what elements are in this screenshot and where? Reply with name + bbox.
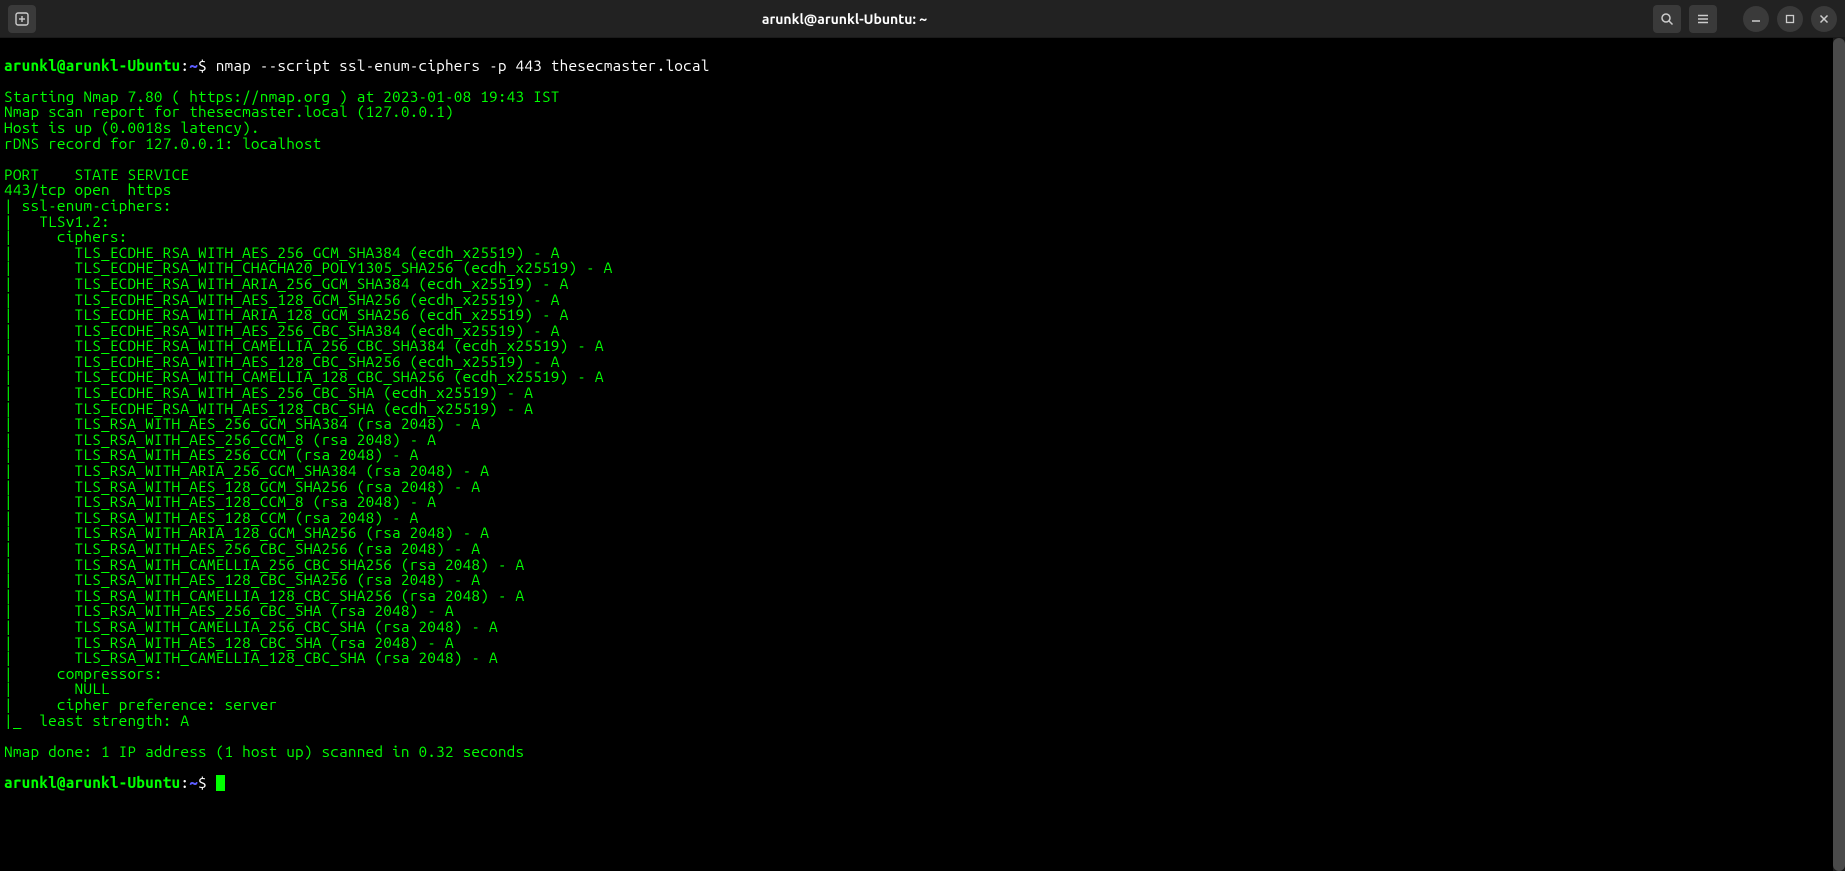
close-icon (1819, 14, 1829, 24)
scrollbar-thumb[interactable] (1833, 38, 1845, 871)
output-line: | TLS_RSA_WITH_AES_128_CCM_8 (rsa 2048) … (4, 494, 1841, 510)
new-tab-button[interactable] (8, 5, 36, 33)
scrollbar[interactable] (1833, 38, 1845, 871)
output-line: | TLS_RSA_WITH_AES_256_CCM_8 (rsa 2048) … (4, 432, 1841, 448)
output-line: | TLS_ECDHE_RSA_WITH_AES_256_CBC_SHA384 … (4, 323, 1841, 339)
output-line: Host is up (0.0018s latency). (4, 120, 1841, 136)
prompt-line-1: arunkl@arunkl-Ubuntu:~$ nmap --script ss… (4, 58, 1841, 74)
output-line: | cipher preference: server (4, 697, 1841, 713)
titlebar-right (1653, 5, 1837, 33)
minimize-icon (1751, 14, 1761, 24)
output-line: Nmap scan report for thesecmaster.local … (4, 104, 1841, 120)
output-line: | TLS_ECDHE_RSA_WITH_AES_128_CBC_SHA (ec… (4, 401, 1841, 417)
output-line: | TLS_RSA_WITH_AES_128_CCM (rsa 2048) - … (4, 510, 1841, 526)
output-line: | compressors: (4, 666, 1841, 682)
output-line: | TLS_RSA_WITH_CAMELLIA_128_CBC_SHA256 (… (4, 588, 1841, 604)
output-line: | ssl-enum-ciphers: (4, 198, 1841, 214)
terminal-output: Starting Nmap 7.80 ( https://nmap.org ) … (4, 89, 1841, 760)
output-line: | TLS_ECDHE_RSA_WITH_CAMELLIA_256_CBC_SH… (4, 338, 1841, 354)
cursor (216, 775, 225, 791)
output-line: Starting Nmap 7.80 ( https://nmap.org ) … (4, 89, 1841, 105)
output-line: | TLS_RSA_WITH_ARIA_128_GCM_SHA256 (rsa … (4, 525, 1841, 541)
output-line: | TLS_RSA_WITH_CAMELLIA_256_CBC_SHA (rsa… (4, 619, 1841, 635)
output-line: PORT STATE SERVICE (4, 167, 1841, 183)
menu-button[interactable] (1689, 5, 1717, 33)
output-line: | TLS_ECDHE_RSA_WITH_ARIA_256_GCM_SHA384… (4, 276, 1841, 292)
output-line: | TLS_RSA_WITH_AES_128_CBC_SHA256 (rsa 2… (4, 572, 1841, 588)
output-line: Nmap done: 1 IP address (1 host up) scan… (4, 744, 1841, 760)
minimize-button[interactable] (1743, 6, 1769, 32)
prompt-user: arunkl@arunkl-Ubuntu (4, 774, 180, 791)
prompt-user: arunkl@arunkl-Ubuntu (4, 57, 180, 74)
output-line: | TLS_ECDHE_RSA_WITH_AES_128_CBC_SHA256 … (4, 354, 1841, 370)
output-line: | TLS_ECDHE_RSA_WITH_ARIA_128_GCM_SHA256… (4, 307, 1841, 323)
output-line: | TLS_ECDHE_RSA_WITH_AES_256_GCM_SHA384 … (4, 245, 1841, 261)
titlebar: arunkl@arunkl-Ubuntu: ~ (0, 0, 1845, 38)
titlebar-left (8, 5, 36, 33)
output-line: | TLS_RSA_WITH_AES_128_CBC_SHA (rsa 2048… (4, 635, 1841, 651)
output-line: | TLS_ECDHE_RSA_WITH_AES_256_CBC_SHA (ec… (4, 385, 1841, 401)
output-line: | TLS_RSA_WITH_ARIA_256_GCM_SHA384 (rsa … (4, 463, 1841, 479)
prompt-path: ~ (189, 57, 198, 74)
window-title: arunkl@arunkl-Ubuntu: ~ (36, 11, 1653, 27)
output-line: | ciphers: (4, 229, 1841, 245)
output-line: | TLS_RSA_WITH_AES_256_CBC_SHA (rsa 2048… (4, 603, 1841, 619)
terminal-body[interactable]: arunkl@arunkl-Ubuntu:~$ nmap --script ss… (0, 38, 1845, 871)
output-line: rDNS record for 127.0.0.1: localhost (4, 136, 1841, 152)
output-line: | TLS_RSA_WITH_AES_128_GCM_SHA256 (rsa 2… (4, 479, 1841, 495)
maximize-icon (1785, 14, 1795, 24)
new-tab-icon (15, 12, 29, 26)
command-text: nmap --script ssl-enum-ciphers -p 443 th… (216, 57, 710, 74)
hamburger-icon (1696, 12, 1710, 26)
output-line (4, 151, 1841, 167)
output-line: | NULL (4, 681, 1841, 697)
output-line (4, 728, 1841, 744)
output-line: | TLS_ECDHE_RSA_WITH_CAMELLIA_128_CBC_SH… (4, 369, 1841, 385)
output-line: | TLS_RSA_WITH_CAMELLIA_128_CBC_SHA (rsa… (4, 650, 1841, 666)
output-line: | TLS_ECDHE_RSA_WITH_CHACHA20_POLY1305_S… (4, 260, 1841, 276)
maximize-button[interactable] (1777, 6, 1803, 32)
search-button[interactable] (1653, 5, 1681, 33)
prompt-line-2: arunkl@arunkl-Ubuntu:~$ (4, 775, 1841, 791)
output-line: | TLS_RSA_WITH_AES_256_GCM_SHA384 (rsa 2… (4, 416, 1841, 432)
output-line: |_ least strength: A (4, 713, 1841, 729)
search-icon (1660, 12, 1674, 26)
close-button[interactable] (1811, 6, 1837, 32)
output-line: | TLS_RSA_WITH_AES_256_CCM (rsa 2048) - … (4, 447, 1841, 463)
output-line: | TLS_RSA_WITH_CAMELLIA_256_CBC_SHA256 (… (4, 557, 1841, 573)
prompt-path: ~ (189, 774, 198, 791)
output-line: 443/tcp open https (4, 182, 1841, 198)
output-line: | TLSv1.2: (4, 214, 1841, 230)
output-line: | TLS_RSA_WITH_AES_256_CBC_SHA256 (rsa 2… (4, 541, 1841, 557)
output-line: | TLS_ECDHE_RSA_WITH_AES_128_GCM_SHA256 … (4, 292, 1841, 308)
